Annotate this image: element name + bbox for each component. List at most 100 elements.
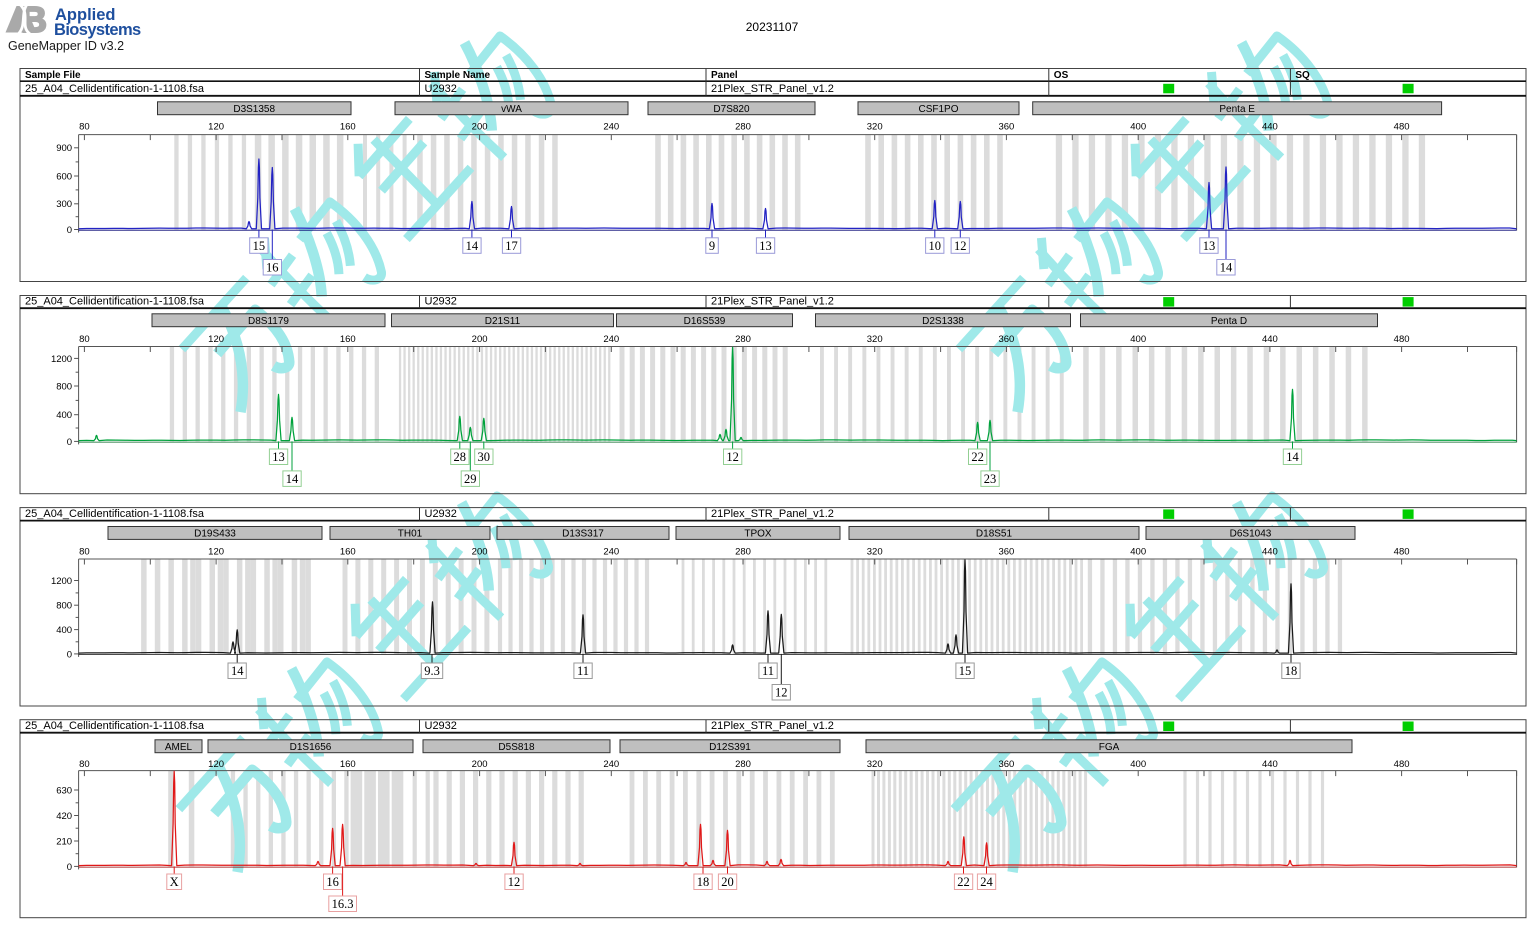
svg-text:Panel: Panel [711, 70, 738, 81]
svg-text:D18S51: D18S51 [976, 529, 1013, 540]
svg-text:TPOX: TPOX [744, 529, 772, 540]
svg-text:0: 0 [67, 225, 72, 236]
svg-text:20: 20 [721, 875, 734, 889]
svg-text:28: 28 [454, 450, 467, 464]
svg-text:630: 630 [56, 785, 72, 796]
svg-text:D21S11: D21S11 [485, 316, 521, 327]
svg-text:TH01: TH01 [398, 529, 423, 540]
svg-text:200: 200 [472, 121, 488, 132]
svg-text:120: 120 [208, 334, 224, 345]
svg-text:21Plex_STR_Panel_v1.2: 21Plex_STR_Panel_v1.2 [711, 296, 834, 308]
svg-text:12: 12 [954, 239, 967, 253]
svg-text:200: 200 [472, 334, 488, 345]
svg-text:AMEL: AMEL [165, 742, 193, 753]
svg-text:CSF1PO: CSF1PO [918, 104, 958, 115]
svg-text:360: 360 [998, 121, 1014, 132]
svg-text:Sample Name: Sample Name [425, 70, 491, 81]
svg-text:0: 0 [67, 862, 72, 873]
svg-text:14: 14 [1286, 450, 1299, 464]
svg-text:22: 22 [957, 875, 970, 889]
svg-text:200: 200 [472, 547, 488, 558]
svg-text:Penta E: Penta E [1219, 104, 1255, 115]
svg-text:80: 80 [79, 334, 90, 345]
svg-text:13: 13 [1203, 239, 1216, 253]
svg-text:12: 12 [508, 875, 521, 889]
svg-text:D16S539: D16S539 [684, 316, 726, 327]
svg-text:80: 80 [79, 547, 90, 558]
svg-text:440: 440 [1262, 334, 1278, 345]
svg-text:12: 12 [775, 686, 788, 700]
svg-text:Applied: Applied [55, 6, 116, 24]
svg-text:Sample File: Sample File [25, 70, 81, 81]
svg-text:20231107: 20231107 [746, 20, 799, 34]
svg-text:D8S1179: D8S1179 [248, 316, 289, 327]
svg-text:U2932: U2932 [425, 296, 457, 308]
svg-text:9.3: 9.3 [424, 664, 440, 678]
svg-text:240: 240 [603, 759, 619, 770]
svg-text:D5S818: D5S818 [498, 742, 535, 753]
svg-text:9: 9 [709, 239, 715, 253]
svg-text:10: 10 [929, 239, 942, 253]
svg-text:11: 11 [762, 664, 774, 678]
svg-text:U2932: U2932 [425, 720, 457, 732]
svg-text:160: 160 [340, 121, 356, 132]
svg-text:800: 800 [56, 381, 72, 392]
svg-text:160: 160 [340, 759, 356, 770]
svg-text:GeneMapper ID v3.2: GeneMapper ID v3.2 [8, 39, 124, 53]
svg-text:420: 420 [56, 811, 72, 822]
svg-text:FGA: FGA [1099, 742, 1120, 753]
svg-text:400: 400 [1130, 334, 1146, 345]
svg-text:21Plex_STR_Panel_v1.2: 21Plex_STR_Panel_v1.2 [711, 508, 834, 520]
svg-text:25_A04_Cellidentification-1-11: 25_A04_Cellidentification-1-1108.fsa [25, 296, 205, 308]
svg-text:12: 12 [726, 450, 739, 464]
svg-text:480: 480 [1394, 121, 1410, 132]
svg-text:16: 16 [266, 261, 279, 275]
svg-text:280: 280 [735, 121, 751, 132]
svg-text:18: 18 [1285, 664, 1298, 678]
svg-text:OS: OS [1054, 70, 1069, 81]
svg-text:13: 13 [272, 450, 285, 464]
svg-text:D1S1656: D1S1656 [290, 742, 332, 753]
svg-text:14: 14 [1220, 261, 1233, 275]
svg-text:14: 14 [286, 472, 299, 486]
svg-text:240: 240 [603, 547, 619, 558]
svg-text:210: 210 [56, 836, 72, 847]
svg-text:13: 13 [759, 239, 772, 253]
svg-text:600: 600 [56, 171, 72, 182]
svg-text:320: 320 [867, 547, 883, 558]
svg-text:X: X [170, 875, 179, 889]
svg-text:160: 160 [340, 334, 356, 345]
svg-text:14: 14 [231, 664, 244, 678]
svg-text:21Plex_STR_Panel_v1.2: 21Plex_STR_Panel_v1.2 [711, 720, 834, 732]
svg-text:16: 16 [326, 875, 339, 889]
svg-text:120: 120 [208, 121, 224, 132]
svg-text:280: 280 [735, 334, 751, 345]
svg-text:15: 15 [253, 239, 266, 253]
svg-text:440: 440 [1262, 121, 1278, 132]
svg-text:480: 480 [1394, 547, 1410, 558]
svg-text:18: 18 [697, 875, 710, 889]
svg-text:11: 11 [577, 664, 589, 678]
svg-text:D12S391: D12S391 [709, 742, 751, 753]
svg-text:D7S820: D7S820 [713, 104, 750, 115]
svg-text:D2S1338: D2S1338 [922, 316, 964, 327]
svg-text:Penta D: Penta D [1211, 316, 1247, 327]
svg-text:25_A04_Cellidentification-1-11: 25_A04_Cellidentification-1-1108.fsa [25, 508, 205, 520]
svg-text:17: 17 [505, 239, 518, 253]
svg-text:25_A04_Cellidentification-1-11: 25_A04_Cellidentification-1-1108.fsa [25, 720, 205, 732]
svg-text:U2932: U2932 [425, 83, 457, 95]
svg-text:29: 29 [464, 472, 477, 486]
svg-text:21Plex_STR_Panel_v1.2: 21Plex_STR_Panel_v1.2 [711, 83, 834, 95]
svg-text:1200: 1200 [51, 354, 72, 365]
svg-text:320: 320 [867, 759, 883, 770]
svg-text:120: 120 [208, 759, 224, 770]
svg-text:vWA: vWA [501, 104, 522, 115]
svg-text:14: 14 [466, 239, 479, 253]
svg-text:D13S317: D13S317 [562, 529, 604, 540]
svg-text:800: 800 [56, 601, 72, 612]
svg-text:300: 300 [56, 199, 72, 210]
svg-text:0: 0 [67, 649, 72, 660]
svg-text:480: 480 [1394, 759, 1410, 770]
svg-text:22: 22 [971, 450, 984, 464]
svg-text:400: 400 [56, 625, 72, 636]
